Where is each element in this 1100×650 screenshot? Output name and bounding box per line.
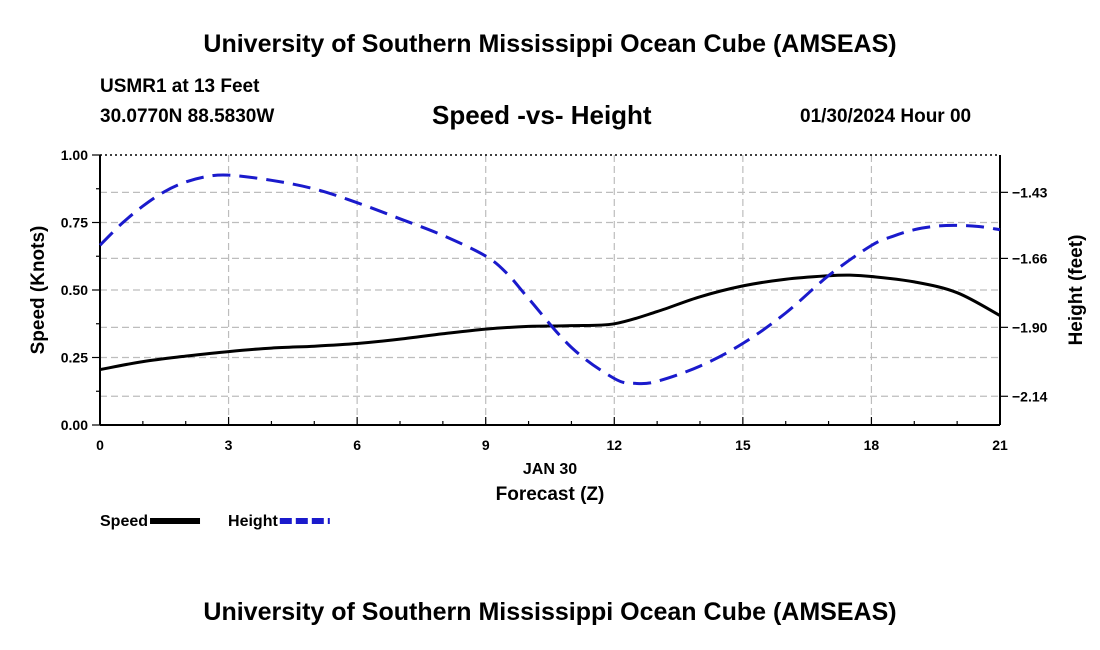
y-tick-label: 0.50: [61, 282, 88, 298]
y-tick-label: 0.25: [61, 350, 88, 366]
x-tick-label: 18: [864, 437, 880, 453]
forecast-date: 01/30/2024 Hour 00: [800, 106, 972, 127]
x-tick-label: 12: [606, 437, 622, 453]
series-line-height: [98, 173, 1001, 386]
x-tick-label: 6: [353, 437, 361, 453]
y-tick-label: 0.75: [61, 215, 88, 231]
x-axis-date-label: JAN 30: [523, 461, 577, 478]
chart-title: University of Southern Mississippi Ocean…: [203, 30, 897, 58]
series-line-speed: [99, 273, 1001, 372]
y2-tick-label: −1.90: [1012, 319, 1048, 335]
y-axis-title: Speed (Knots): [28, 226, 49, 355]
x-axis-title: Forecast (Z): [496, 484, 605, 505]
station-coordinates: 30.0770N 88.5830W: [100, 106, 275, 127]
x-tick-label: 21: [992, 437, 1008, 453]
y2-tick-label: −1.43: [1012, 184, 1048, 200]
y2-tick-label: −1.66: [1012, 250, 1048, 266]
x-tick-label: 9: [482, 437, 490, 453]
y2-tick-label: −2.14: [1012, 388, 1048, 404]
x-tick-label: 3: [225, 437, 233, 453]
chart-subtitle: Speed -vs- Height: [432, 100, 652, 130]
station-name: USMR1 at 13 Feet: [100, 76, 260, 97]
legend-label-speed: Speed: [100, 513, 148, 530]
y2-axis-title: Height (feet): [1066, 235, 1087, 346]
y-tick-label: 0.00: [61, 417, 88, 433]
footer-title: University of Southern Mississippi Ocean…: [203, 598, 897, 626]
x-tick-label: 0: [96, 437, 104, 453]
x-tick-label: 15: [735, 437, 751, 453]
y-tick-label: 1.00: [61, 147, 88, 163]
legend-label-height: Height: [228, 513, 278, 530]
